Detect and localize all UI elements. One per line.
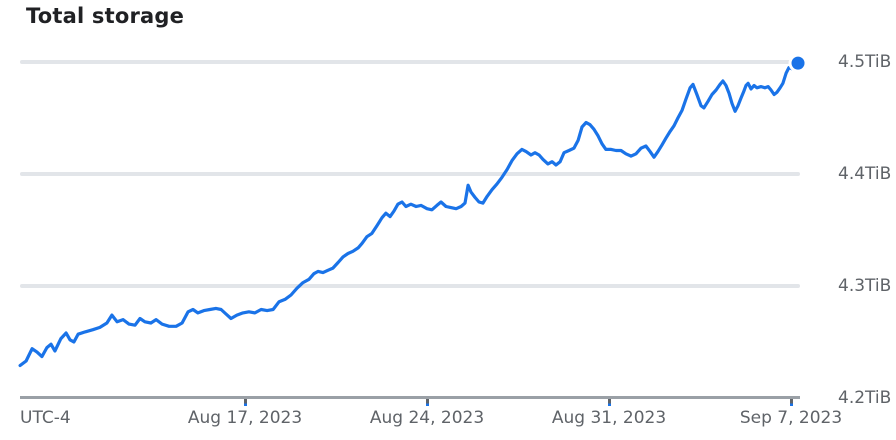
x-axis-line [20, 396, 800, 399]
gridline-4.5TiB [20, 60, 800, 64]
x-axis-tick [790, 399, 793, 406]
end-point-marker[interactable] [791, 56, 805, 70]
x-axis-label: Aug 24, 2023 [369, 408, 485, 428]
gridline-4.3TiB [20, 284, 800, 288]
x-axis-tick [244, 399, 247, 406]
x-axis-label: Aug 31, 2023 [551, 408, 667, 428]
timezone-label: UTC-4 [20, 408, 71, 428]
chart-title: Total storage [26, 4, 185, 28]
y-axis-label: 4.4TiB [838, 164, 892, 184]
x-axis-tick [608, 399, 611, 406]
x-axis-label: Sep 7, 2023 [739, 408, 843, 428]
x-axis-label: Aug 17, 2023 [187, 408, 303, 428]
y-axis-label: 4.3TiB [838, 276, 892, 296]
y-axis-label: 4.2TiB [838, 388, 892, 408]
y-axis-label: 4.5TiB [838, 52, 892, 72]
x-axis-tick [426, 399, 429, 406]
storage-trend-line [18, 61, 800, 368]
gridline-4.4TiB [20, 172, 800, 176]
